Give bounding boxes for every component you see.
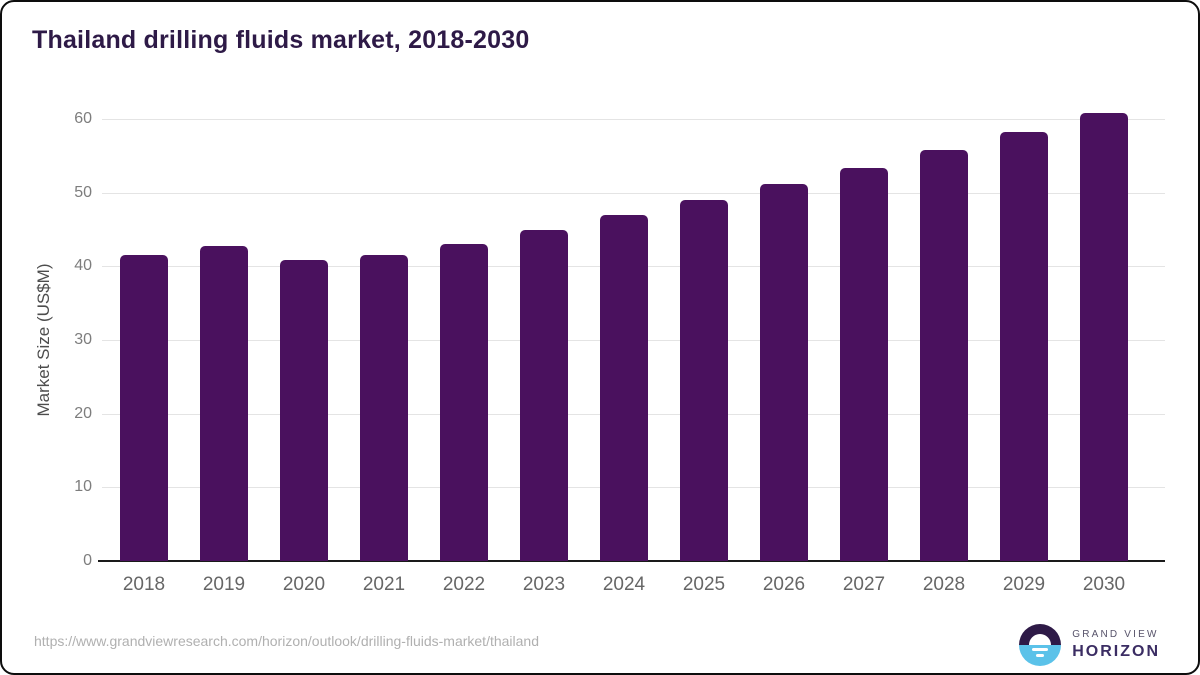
x-tick-label-2022: 2022 <box>442 574 486 595</box>
logo-wordmark: GRAND VIEW HORIZON <box>1072 630 1160 660</box>
y-tick-label-60: 60 <box>74 110 92 127</box>
y-tick-label-30: 30 <box>74 331 92 348</box>
x-tick-label-2025: 2025 <box>682 574 726 595</box>
x-axis-line <box>98 560 1165 562</box>
y-tick-label-20: 20 <box>74 404 92 422</box>
y-tick-label-40: 40 <box>74 257 92 275</box>
grand-view-horizon-logo: GRAND VIEW HORIZON <box>1019 624 1160 666</box>
x-tick-label-2023: 2023 <box>522 574 566 595</box>
bar-2030[interactable] <box>1080 113 1128 561</box>
y-tick-label-50: 50 <box>74 183 92 201</box>
bar-2024[interactable] <box>600 214 648 561</box>
bar-2018[interactable] <box>120 255 168 561</box>
bar-2019[interactable] <box>200 246 248 561</box>
x-tick-label-2024: 2024 <box>602 574 646 595</box>
x-tick-label-2020: 2020 <box>282 574 326 595</box>
bar-2022[interactable] <box>440 243 488 561</box>
y-tick-label-10: 10 <box>74 478 92 496</box>
y-axis-title: Market Size (US$M) <box>34 263 53 417</box>
logo-brand-line1: GRAND VIEW <box>1072 629 1159 640</box>
bar-2023[interactable] <box>520 229 568 561</box>
x-tick-label-2027: 2027 <box>842 574 886 595</box>
source-url: https://www.grandviewresearch.com/horizo… <box>34 633 540 649</box>
bar-2021[interactable] <box>360 254 408 561</box>
x-tick-label-2030: 2030 <box>1082 574 1126 595</box>
x-tick-label-2021: 2021 <box>362 574 406 595</box>
x-tick-label-2018: 2018 <box>122 574 166 595</box>
logo-reflection-line <box>1036 654 1045 657</box>
chart-title: Thailand drilling fluids market, 2018-20… <box>32 26 530 54</box>
logo-reflection-line <box>1032 648 1049 651</box>
gridline-60 <box>102 119 1165 120</box>
bar-2026[interactable] <box>760 183 808 561</box>
x-tick-label-2029: 2029 <box>1002 574 1046 595</box>
x-tick-label-2019: 2019 <box>202 574 246 595</box>
plot-area: 0 10 20 30 40 50 60 2018 2019 2020 2021 2022 2023 202… <box>74 110 1165 595</box>
y-tick-label-0: 0 <box>83 552 92 569</box>
gridline-50 <box>102 192 1165 194</box>
bar-2020[interactable] <box>280 260 328 561</box>
x-tick-label-2026: 2026 <box>762 574 806 595</box>
bar-2029[interactable] <box>1000 132 1048 561</box>
horizon-sun-icon <box>1019 624 1062 666</box>
bar-2027[interactable] <box>840 168 888 561</box>
x-tick-label-2028: 2028 <box>922 574 966 595</box>
bar-2028[interactable] <box>920 149 968 561</box>
logo-sun-arch <box>1029 634 1052 645</box>
bar-2025[interactable] <box>680 200 728 561</box>
logo-brand-line2: HORIZON <box>1072 643 1160 660</box>
